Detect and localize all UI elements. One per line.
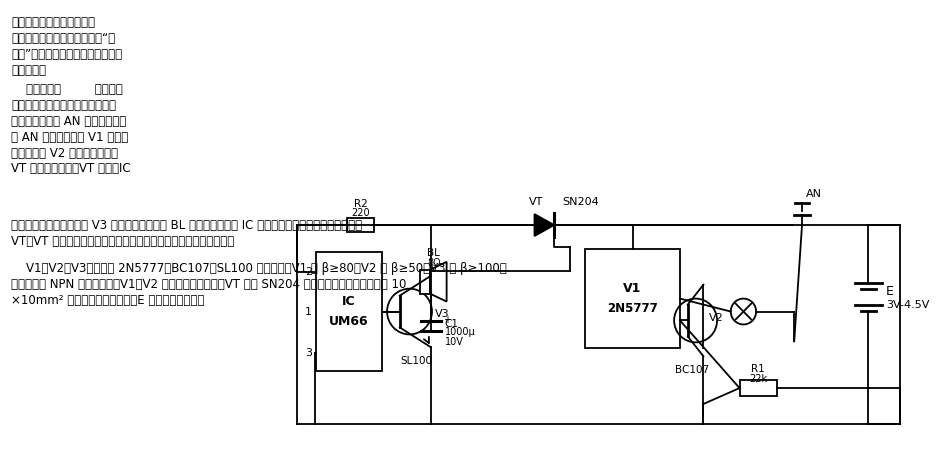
- Text: 路、触发电路和音响电路等部分组: 路、触发电路和音响电路等部分组: [11, 99, 116, 112]
- Text: 电路示于图         出控制电: 电路示于图 出控制电: [11, 83, 123, 96]
- Text: 22k: 22k: [748, 374, 767, 384]
- Text: V2: V2: [709, 313, 724, 324]
- Text: ×10mm² 敏铜板中间刻槽而成。E 用两三节干电池。: ×10mm² 敏铜板中间刻槽而成。E 用两三节干电池。: [11, 294, 204, 307]
- Text: VT: VT: [529, 197, 543, 207]
- Text: 本电路具有按鈕控制和触摸: 本电路具有按鈕控制和触摸: [11, 16, 95, 29]
- Text: V1: V1: [622, 282, 641, 295]
- Text: R2: R2: [354, 199, 367, 209]
- Text: 极管”作为发声信号源，控制方便，: 极管”作为发声信号源，控制方便，: [11, 48, 122, 61]
- Bar: [585, 249, 680, 348]
- Text: 220: 220: [351, 208, 370, 218]
- Text: AN: AN: [805, 189, 821, 199]
- Text: VT、VT 关断。当用手触摸触摸电极时，其作用效果与前完全相同。: VT、VT 关断。当用手触摸触摸电极时，其作用效果与前完全相同。: [11, 235, 234, 248]
- Text: +: +: [442, 316, 450, 325]
- Text: SL100: SL100: [400, 356, 431, 366]
- Text: R1: R1: [751, 364, 764, 374]
- Text: E: E: [885, 285, 893, 298]
- Text: 3V-4.5V: 3V-4.5V: [885, 299, 929, 310]
- Text: 3: 3: [304, 348, 312, 358]
- Text: 成。当门铃按鈕 AN 按动时，电源: 成。当门铃按鈕 AN 按动时，电源: [11, 115, 126, 127]
- Text: 2N5777: 2N5777: [607, 302, 657, 315]
- Text: 8Ω: 8Ω: [427, 258, 440, 268]
- Text: 2: 2: [304, 267, 312, 277]
- Text: SN204: SN204: [562, 197, 598, 207]
- Circle shape: [730, 298, 755, 325]
- Text: BC107: BC107: [674, 365, 708, 375]
- Text: C1: C1: [445, 319, 459, 329]
- Text: 1000μ: 1000μ: [445, 327, 475, 338]
- Bar: [315, 252, 382, 371]
- Text: 声音悦耳。: 声音悦耳。: [11, 64, 46, 77]
- Text: 极电流，经 V2 放大后给晋闸管: 极电流，经 V2 放大后给晋闸管: [11, 147, 118, 160]
- Polygon shape: [534, 214, 553, 236]
- Text: 经 AN 触点给晋体管 V1 提供基: 经 AN 触点给晋体管 V1 提供基: [11, 131, 128, 144]
- Text: VT 提供触发电流，VT 导通，IC: VT 提供触发电流，VT 导通，IC: [11, 163, 131, 176]
- Bar: [420, 270, 430, 294]
- Text: 得电工作，其音乐信号经 V3 放大后驱动扬声器 BL 发出音乐声。当 IC 的一首曲子输出完后，无电流流经: 得电工作，其音乐信号经 V3 放大后驱动扬声器 BL 发出音乐声。当 IC 的一…: [11, 219, 362, 232]
- Text: BL: BL: [427, 248, 440, 258]
- Bar: [346, 218, 374, 232]
- Text: 也可用国产 NPN 型硅管代用。V1、V2 的漏电流应尽量小，VT 选用 SN204 型单向晋闸管。触摸极可用 10: 也可用国产 NPN 型硅管代用。V1、V2 的漏电流应尽量小，VT 选用 SN2…: [11, 278, 406, 291]
- Text: V1、V2、V3分别选用 2N5777、BC107、SL100 型三极管，V1 的 β≥80，V2 的 β≥50，V3 的 β≥100，: V1、V2、V3分别选用 2N5777、BC107、SL100 型三极管，V1 …: [11, 262, 506, 275]
- Text: IC: IC: [342, 295, 356, 308]
- Text: 10V: 10V: [445, 337, 463, 347]
- Text: V3: V3: [434, 309, 449, 318]
- Bar: [739, 380, 776, 396]
- Text: UM66: UM66: [329, 315, 369, 328]
- Text: 控制两种触发方式，采用音乐“三: 控制两种触发方式，采用音乐“三: [11, 32, 115, 45]
- Text: 1: 1: [304, 306, 312, 317]
